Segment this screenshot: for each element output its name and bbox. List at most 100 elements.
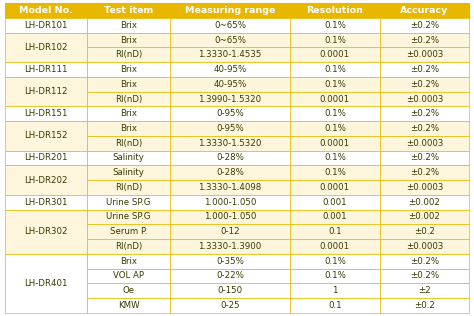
Bar	[87, 77, 170, 92]
Text: 0.1%: 0.1%	[324, 109, 346, 118]
Bar	[380, 239, 469, 254]
Text: 0-22%: 0-22%	[216, 271, 244, 281]
Text: LH-DR201: LH-DR201	[24, 154, 68, 162]
Text: Brix: Brix	[120, 35, 137, 45]
Text: KMW: KMW	[118, 301, 139, 310]
Bar	[380, 106, 469, 121]
Bar	[380, 77, 469, 92]
Bar	[380, 180, 469, 195]
Text: Serum P.: Serum P.	[110, 227, 147, 236]
Bar	[87, 121, 170, 136]
Text: 1.3990-1.5320: 1.3990-1.5320	[198, 94, 262, 104]
Text: 0-28%: 0-28%	[216, 168, 244, 177]
Text: ±0.2: ±0.2	[414, 301, 435, 310]
Text: 0-25: 0-25	[220, 301, 240, 310]
Text: ±0.2%: ±0.2%	[410, 271, 439, 281]
Bar	[87, 239, 170, 254]
Bar	[380, 121, 469, 136]
Bar	[170, 3, 290, 18]
Bar	[170, 283, 290, 298]
Text: Brix: Brix	[120, 65, 137, 74]
Text: 0.0001: 0.0001	[320, 50, 350, 59]
Bar	[380, 195, 469, 210]
Text: 1.3330-1.5320: 1.3330-1.5320	[198, 139, 262, 148]
Text: LH-DR401: LH-DR401	[24, 279, 68, 288]
Bar	[290, 283, 380, 298]
Text: 0.1%: 0.1%	[324, 80, 346, 89]
Text: 40-95%: 40-95%	[213, 65, 246, 74]
Bar	[170, 106, 290, 121]
Text: Accuracy: Accuracy	[400, 6, 449, 15]
Bar	[290, 224, 380, 239]
Bar	[290, 151, 380, 165]
Text: 0.1%: 0.1%	[324, 35, 346, 45]
Bar	[5, 195, 87, 210]
Text: Resolution: Resolution	[306, 6, 363, 15]
Text: 0.1: 0.1	[328, 227, 342, 236]
Text: VOL AP: VOL AP	[113, 271, 144, 281]
Text: ±0.0003: ±0.0003	[406, 50, 443, 59]
Text: Salinity: Salinity	[113, 154, 145, 162]
Text: 0.1%: 0.1%	[324, 154, 346, 162]
Bar	[170, 18, 290, 33]
Text: Brix: Brix	[120, 124, 137, 133]
Bar	[290, 298, 380, 313]
Bar	[87, 224, 170, 239]
Text: RI(nD): RI(nD)	[115, 50, 142, 59]
Text: LH-DR102: LH-DR102	[24, 43, 68, 52]
Text: Test item: Test item	[104, 6, 153, 15]
Text: LH-DR151: LH-DR151	[24, 109, 68, 118]
Text: ±0.2%: ±0.2%	[410, 80, 439, 89]
Bar	[290, 195, 380, 210]
Bar	[87, 269, 170, 283]
Text: Brix: Brix	[120, 80, 137, 89]
Text: ±2: ±2	[418, 286, 431, 295]
Text: 0-95%: 0-95%	[216, 109, 244, 118]
Bar	[170, 210, 290, 224]
Bar	[380, 47, 469, 62]
Bar	[290, 62, 380, 77]
Bar	[87, 136, 170, 151]
Text: LH-DR112: LH-DR112	[24, 87, 68, 96]
Bar	[290, 106, 380, 121]
Text: 40-95%: 40-95%	[213, 80, 246, 89]
Text: ±0.2%: ±0.2%	[410, 154, 439, 162]
Text: ±0.2: ±0.2	[414, 227, 435, 236]
Text: 0.1%: 0.1%	[324, 65, 346, 74]
Text: LH-DR301: LH-DR301	[24, 198, 68, 207]
Text: 0.1%: 0.1%	[324, 124, 346, 133]
Text: 1.000-1.050: 1.000-1.050	[204, 212, 256, 222]
Bar	[290, 18, 380, 33]
Bar	[380, 254, 469, 269]
Bar	[170, 239, 290, 254]
Text: 0-28%: 0-28%	[216, 154, 244, 162]
Bar	[5, 3, 87, 18]
Bar	[5, 210, 87, 254]
Bar	[170, 195, 290, 210]
Bar	[170, 62, 290, 77]
Bar	[5, 62, 87, 77]
Text: Brix: Brix	[120, 257, 137, 266]
Bar	[290, 33, 380, 47]
Bar	[290, 121, 380, 136]
Text: RI(nD): RI(nD)	[115, 139, 142, 148]
Bar	[170, 151, 290, 165]
Text: 1.3330-1.3900: 1.3330-1.3900	[198, 242, 262, 251]
Bar	[5, 165, 87, 195]
Text: LH-DR202: LH-DR202	[24, 176, 68, 185]
Text: 0.0001: 0.0001	[320, 242, 350, 251]
Bar	[5, 121, 87, 151]
Bar	[170, 165, 290, 180]
Bar	[380, 210, 469, 224]
Text: ±0.0003: ±0.0003	[406, 94, 443, 104]
Text: 0.001: 0.001	[322, 212, 347, 222]
Bar	[87, 92, 170, 106]
Text: 0.1%: 0.1%	[324, 21, 346, 30]
Bar	[5, 18, 87, 33]
Text: LH-DR152: LH-DR152	[24, 131, 68, 140]
Bar	[87, 106, 170, 121]
Bar	[380, 3, 469, 18]
Text: 0-35%: 0-35%	[216, 257, 244, 266]
Bar	[170, 136, 290, 151]
Bar	[87, 195, 170, 210]
